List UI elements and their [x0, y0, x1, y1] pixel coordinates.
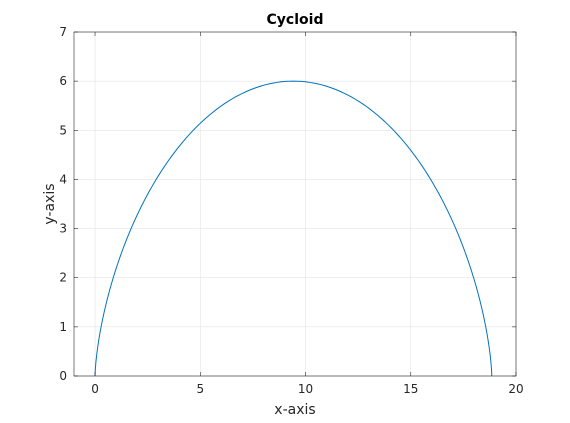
x-tick-label: 15: [403, 382, 418, 396]
axes-box: [73, 31, 517, 377]
ticks: 0 5 10 15 20 0 1 2 3 4 5 6 7: [59, 25, 523, 396]
y-tick-label: 0: [59, 369, 67, 383]
series-layer: [94, 80, 493, 376]
y-tick-label: 3: [59, 222, 67, 236]
x-axis-label: x-axis: [274, 402, 315, 418]
y-tick-label: 5: [59, 123, 67, 137]
y-tick-label: 7: [59, 25, 67, 39]
grid: [74, 31, 517, 377]
y-axis-label: y-axis: [42, 183, 58, 224]
cycloid-series-line: [94, 80, 493, 376]
x-tick-label: 5: [196, 382, 204, 396]
y-tick-label: 4: [59, 172, 67, 186]
y-tick-label: 1: [59, 320, 67, 334]
y-tick-label: 6: [59, 74, 67, 88]
x-tick-label: 20: [508, 382, 523, 396]
chart-title: Cycloid: [267, 12, 324, 28]
x-tick-label: 0: [91, 382, 99, 396]
x-tick-label: 10: [298, 382, 313, 396]
y-tick-label: 2: [59, 271, 67, 285]
